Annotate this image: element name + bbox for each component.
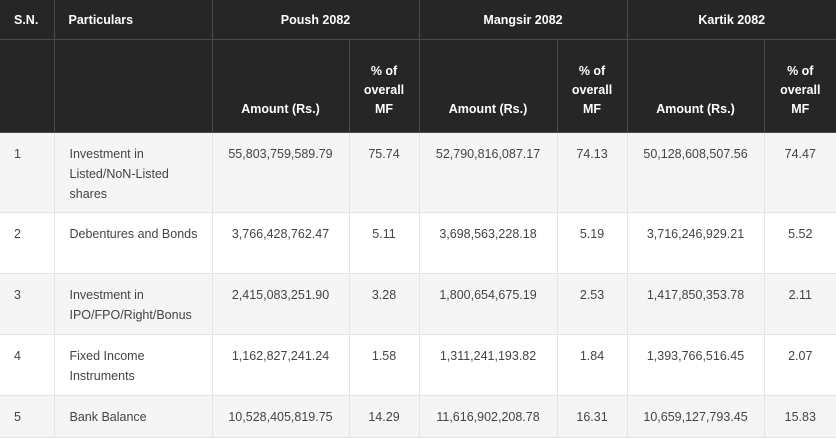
cell-mangsir-amount: 52,790,816,087.17 <box>419 132 558 213</box>
header-sn: S.N. <box>0 0 55 40</box>
cell-mangsir-percent: 74.13 <box>557 132 628 213</box>
cell-mangsir-amount: 3,698,563,228.18 <box>419 212 558 274</box>
header-amount: Amount (Rs.) <box>419 39 558 133</box>
table-row: 5 Bank Balance 10,528,405,819.75 14.29 1… <box>0 395 836 438</box>
header-amount: Amount (Rs.) <box>627 39 765 133</box>
cell-particulars: Investment in Listed/NoN-Listed shares <box>54 132 213 213</box>
header-particulars-blank <box>54 39 213 133</box>
table-header: S.N. Particulars Poush 2082 Mangsir 2082… <box>0 0 836 133</box>
cell-mangsir-percent: 5.19 <box>557 212 628 274</box>
cell-mangsir-amount: 11,616,902,208.78 <box>419 395 558 438</box>
cell-poush-amount: 55,803,759,589.79 <box>212 132 350 213</box>
cell-poush-amount: 2,415,083,251.90 <box>212 273 350 335</box>
header-row-subcolumns: Amount (Rs.) % of overall MF Amount (Rs.… <box>0 39 836 133</box>
cell-kartik-amount: 3,716,246,929.21 <box>627 212 765 274</box>
cell-sn: 2 <box>0 212 55 274</box>
cell-poush-amount: 10,528,405,819.75 <box>212 395 350 438</box>
cell-poush-percent: 1.58 <box>349 334 420 396</box>
cell-sn: 3 <box>0 273 55 335</box>
cell-mangsir-percent: 2.53 <box>557 273 628 335</box>
cell-poush-percent: 3.28 <box>349 273 420 335</box>
table-row: 3 Investment in IPO/FPO/Right/Bonus 2,41… <box>0 273 836 335</box>
header-particulars: Particulars <box>54 0 213 40</box>
cell-kartik-percent: 2.11 <box>764 273 836 335</box>
cell-poush-percent: 5.11 <box>349 212 420 274</box>
cell-particulars: Fixed Income Instruments <box>54 334 213 396</box>
cell-sn: 1 <box>0 132 55 213</box>
header-percent: % of overall MF <box>557 39 628 133</box>
cell-poush-amount: 1,162,827,241.24 <box>212 334 350 396</box>
cell-mangsir-percent: 16.31 <box>557 395 628 438</box>
cell-kartik-amount: 50,128,608,507.56 <box>627 132 765 213</box>
cell-particulars: Investment in IPO/FPO/Right/Bonus <box>54 273 213 335</box>
header-percent: % of overall MF <box>764 39 836 133</box>
cell-poush-percent: 14.29 <box>349 395 420 438</box>
cell-sn: 4 <box>0 334 55 396</box>
cell-kartik-percent: 5.52 <box>764 212 836 274</box>
cell-sn: 5 <box>0 395 55 438</box>
header-percent: % of overall MF <box>349 39 420 133</box>
cell-particulars: Debentures and Bonds <box>54 212 213 274</box>
table-row: 2 Debentures and Bonds 3,766,428,762.47 … <box>0 212 836 274</box>
cell-mangsir-amount: 1,800,654,675.19 <box>419 273 558 335</box>
cell-poush-amount: 3,766,428,762.47 <box>212 212 350 274</box>
cell-particulars: Bank Balance <box>54 395 213 438</box>
cell-kartik-amount: 10,659,127,793.45 <box>627 395 765 438</box>
cell-kartik-percent: 15.83 <box>764 395 836 438</box>
header-period-kartik: Kartik 2082 <box>627 0 836 40</box>
table-row: 1 Investment in Listed/NoN-Listed shares… <box>0 132 836 213</box>
table-row: 4 Fixed Income Instruments 1,162,827,241… <box>0 334 836 396</box>
cell-kartik-percent: 74.47 <box>764 132 836 213</box>
cell-kartik-amount: 1,417,850,353.78 <box>627 273 765 335</box>
cell-kartik-amount: 1,393,766,516.45 <box>627 334 765 396</box>
cell-mangsir-percent: 1.84 <box>557 334 628 396</box>
header-sn-blank <box>0 39 55 133</box>
header-amount: Amount (Rs.) <box>212 39 350 133</box>
cell-poush-percent: 75.74 <box>349 132 420 213</box>
cell-mangsir-amount: 1,311,241,193.82 <box>419 334 558 396</box>
header-period-poush: Poush 2082 <box>212 0 420 40</box>
table-body: 1 Investment in Listed/NoN-Listed shares… <box>0 132 836 438</box>
header-period-mangsir: Mangsir 2082 <box>419 0 628 40</box>
cell-kartik-percent: 2.07 <box>764 334 836 396</box>
header-row-periods: S.N. Particulars Poush 2082 Mangsir 2082… <box>0 0 836 40</box>
